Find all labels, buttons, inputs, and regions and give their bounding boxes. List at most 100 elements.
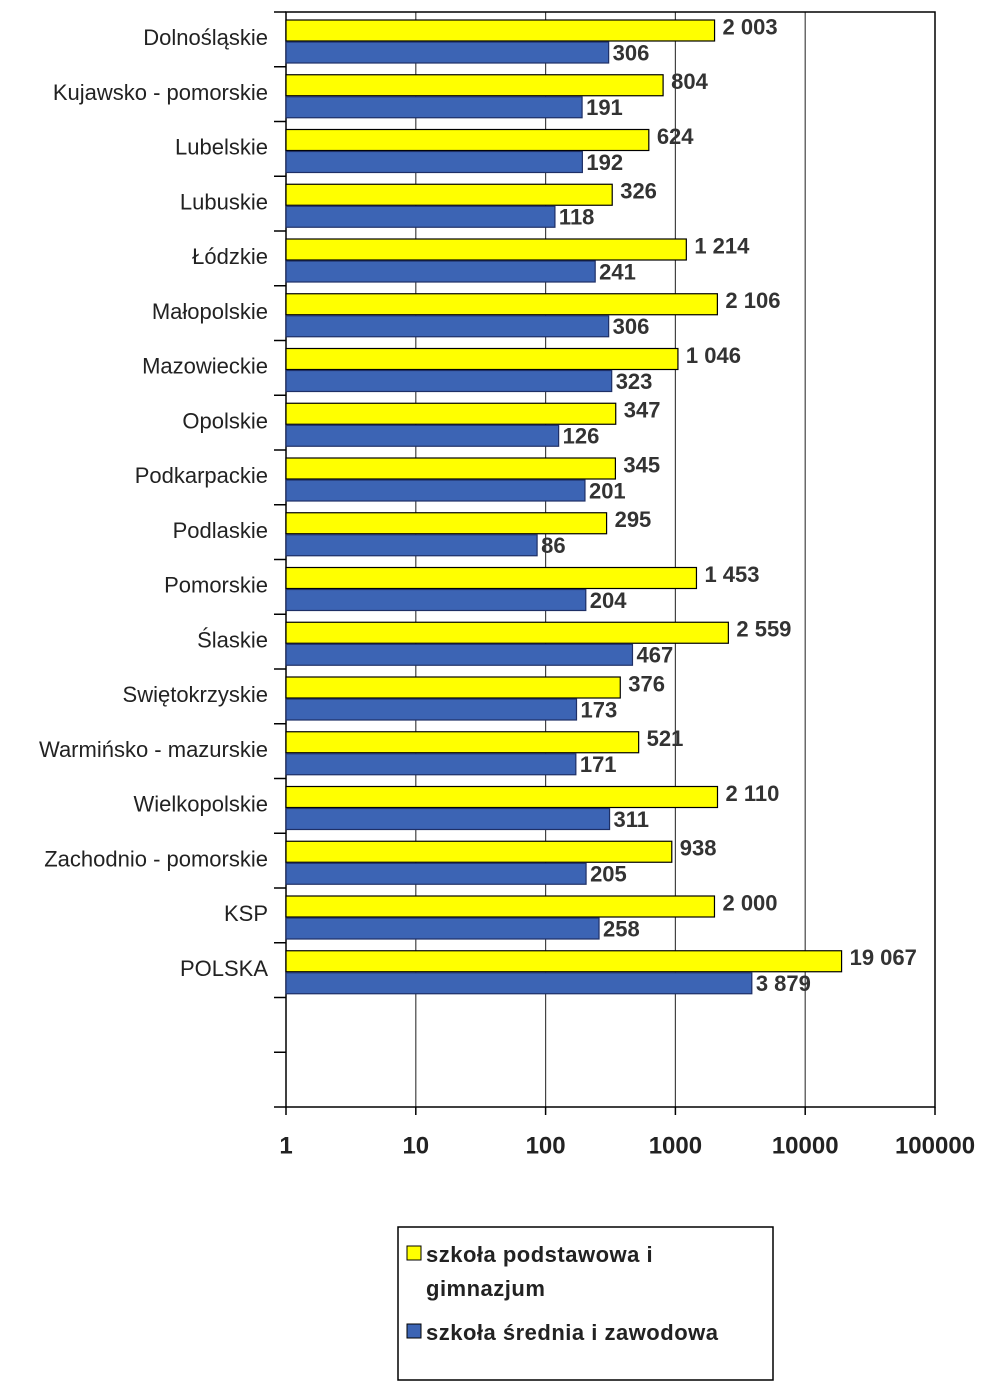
category-label: Pomorskie [164,573,268,598]
data-label: 345 [623,452,660,477]
x-tick-label: 10 [402,1132,429,1159]
data-label: 1 046 [686,343,741,368]
bar [285,74,664,97]
bar [285,566,698,590]
data-label: 205 [590,862,627,887]
data-label: 118 [559,205,595,230]
category-label: Zachodnio - pomorskie [44,846,268,871]
data-label: 204 [590,588,627,613]
bar [285,96,583,119]
bar [285,238,687,261]
data-label: 323 [616,369,653,394]
bar [285,293,718,316]
data-label: 2 000 [722,890,777,915]
data-label: 295 [615,507,652,532]
category-label: Małopolskie [152,299,268,324]
category-label: Wielkopolskie [134,792,269,817]
bar [285,347,679,371]
bar [285,424,560,447]
legend-swatch [406,1323,422,1339]
data-label: 376 [628,671,665,696]
bar [285,534,538,557]
category-label: Dolnośląskie [143,25,268,50]
bar [285,643,634,666]
data-label: 938 [680,836,717,861]
data-label: 191 [586,95,623,120]
data-label: 192 [586,150,623,175]
data-label: 804 [671,69,708,94]
legend-box [397,1226,774,1381]
data-label: 241 [599,259,636,284]
category-label: Łódzkie [192,244,268,269]
bar [285,676,621,699]
category-label: Warmińsko - mazurskie [39,737,268,762]
category-label: Podkarpackie [135,463,268,488]
data-label: 521 [647,726,684,751]
x-tick-label: 1 [279,1132,292,1159]
x-tick-label: 1000 [649,1132,702,1159]
category-label: Mazowieckie [142,354,268,379]
data-label: 1 453 [704,562,759,587]
bar [285,698,578,721]
bar [285,972,753,995]
x-tick-label: 100000 [895,1132,975,1159]
bar [285,840,673,863]
bar [285,260,596,283]
category-label: Swiętokrzyskie [123,682,268,707]
data-label: 2 110 [725,781,779,806]
bar [285,150,583,174]
bar [285,621,729,644]
bar [285,785,719,809]
bar [285,402,617,425]
bar [285,807,611,831]
category-label: Lubelskie [175,135,268,160]
data-label: 347 [624,398,661,423]
legend-swatch [406,1245,422,1261]
bar [285,479,586,502]
bar [285,731,640,754]
legend-label: szkoła podstawowa i gimnazjum [426,1242,654,1301]
bar [285,950,843,973]
bar [285,895,716,918]
bar [285,205,556,228]
data-label: 3 879 [756,971,811,996]
bar [285,41,610,64]
data-label: 19 067 [850,945,917,970]
data-label: 173 [580,697,617,722]
data-label: 467 [636,643,673,668]
data-label: 306 [613,314,650,339]
bar [285,128,650,152]
category-label: Opolskie [182,408,268,433]
bar [285,512,608,535]
bar [285,19,716,42]
data-label: 201 [589,478,626,503]
bar [285,183,613,206]
category-label: Lubuskie [180,189,268,214]
data-label: 326 [620,179,657,204]
data-label: 86 [541,533,565,558]
category-label: KSP [224,901,268,926]
category-label: POLSKA [180,956,268,981]
x-tick-label: 10000 [772,1132,839,1159]
bar [285,753,577,776]
data-label: 2 559 [736,617,791,642]
data-label: 258 [603,916,640,941]
data-label: 171 [580,752,617,777]
bar [285,862,587,885]
data-label: 624 [657,124,694,149]
data-label: 306 [613,40,650,65]
data-label: 2 106 [725,288,780,313]
data-label: 1 214 [694,233,750,258]
x-tick-label: 100 [526,1132,566,1159]
data-label: 2 003 [723,14,778,39]
plot-frame [285,11,936,1108]
category-label: Podlaskie [173,518,268,543]
bar [285,369,613,393]
bar [285,315,610,338]
data-label: 126 [563,424,600,449]
category-label: Kujawsko - pomorskie [53,80,268,105]
bar [285,588,587,612]
category-label: Ślaskie [197,627,268,652]
